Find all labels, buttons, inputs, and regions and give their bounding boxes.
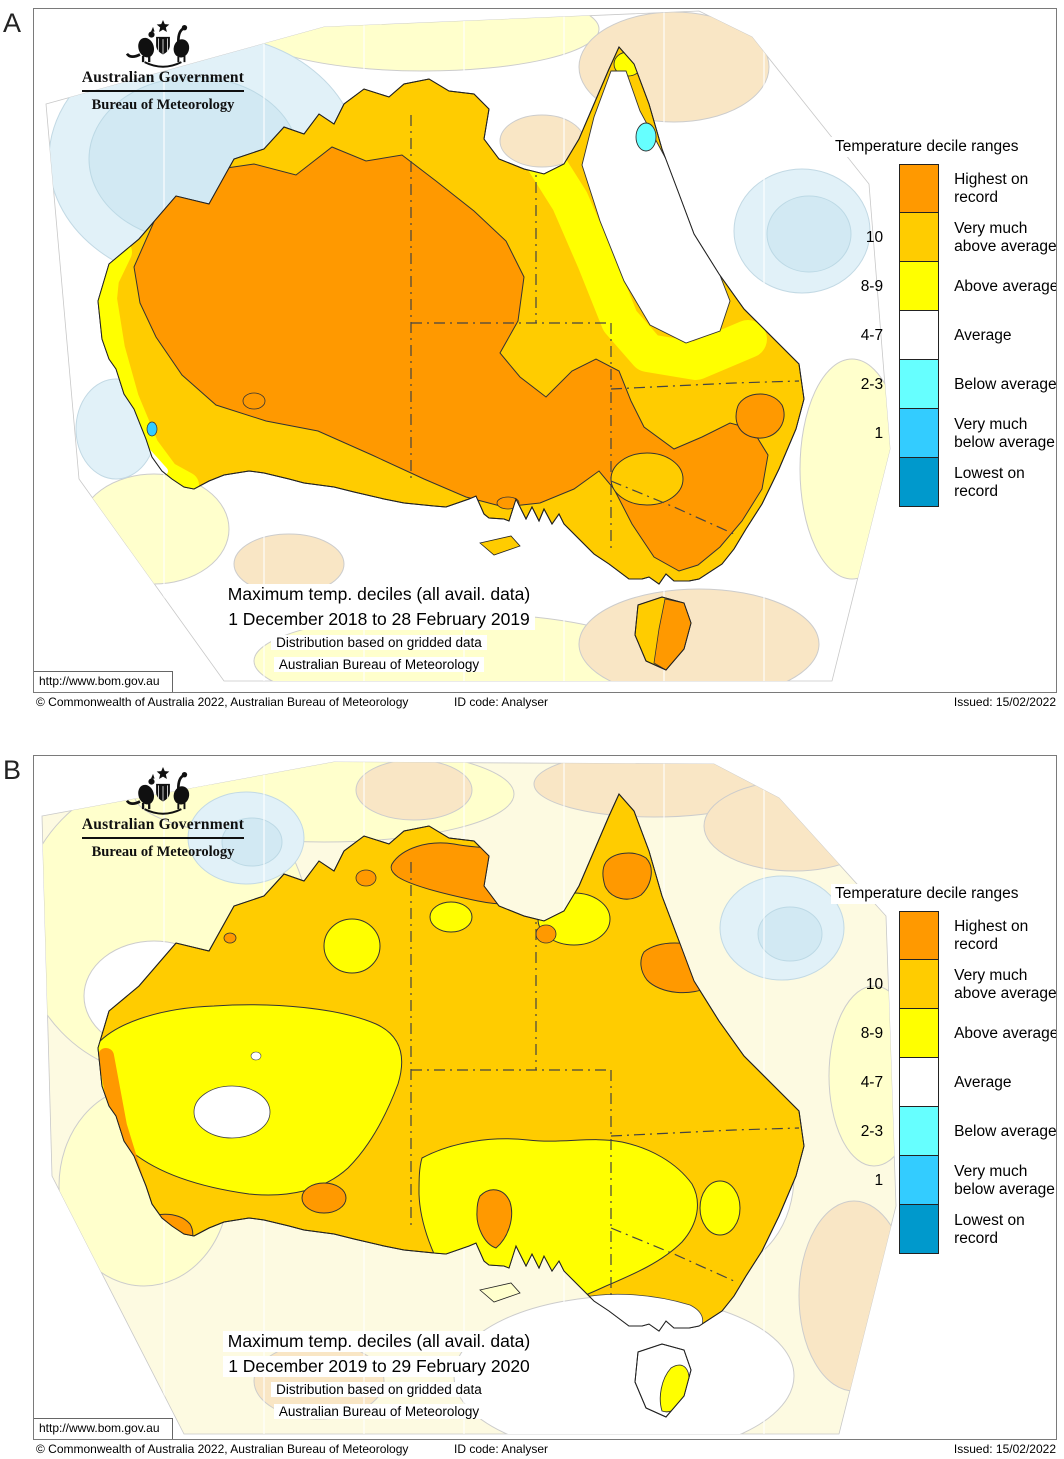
legend-label: Lowest on record — [954, 464, 1025, 500]
legend-swatch-very-much-above-average — [899, 213, 940, 262]
legend-row-very-much-above-average: 10 Very much above average — [829, 960, 1057, 1009]
legend-label: Highest on record — [954, 170, 1029, 206]
legend-row-average: 4-7 Average — [829, 1058, 1056, 1107]
legend-rows: Highest on record 10 Very much above avera… — [829, 164, 1057, 507]
legend-swatch-average — [899, 1058, 940, 1107]
legend-row-lowest-on-record: Lowest on record — [829, 458, 1056, 507]
id-code-text: ID code: Analyser — [454, 695, 549, 709]
bom-url[interactable]: http://www.bom.gov.au — [34, 671, 173, 692]
map-frame-a: Australian Government Bureau of Meteorol… — [33, 8, 1057, 693]
issued-date-text: Issued: 15/02/2022 — [953, 1442, 1056, 1456]
bom-logo: Australian Government Bureau of Meteorol… — [59, 764, 267, 861]
map-subtitle-1: Distribution based on gridded data — [177, 1381, 581, 1399]
legend-label: Lowest on record — [954, 1211, 1025, 1247]
panel-a: A — [0, 0, 1064, 712]
legend-swatch-lowest-on-record — [899, 458, 940, 507]
bom-url[interactable]: http://www.bom.gov.au — [34, 1418, 173, 1439]
legend-label: Highest on record — [954, 917, 1029, 953]
legend-label: Very much below average — [954, 1162, 1055, 1198]
legend-swatch-highest-on-record — [899, 164, 940, 213]
footer-a: © Commonwealth of Australia 2022, Austra… — [33, 695, 1056, 711]
legend-swatch-highest-on-record — [899, 911, 940, 960]
legend-row-below-average: 2-3 Below average — [829, 1107, 1057, 1156]
legend-swatch-very-much-below-average — [899, 1156, 940, 1205]
legend-row-above-average: 8-9 Above average — [829, 1009, 1057, 1058]
coat-of-arms-icon — [125, 767, 190, 815]
legend-decile-range: 2-3 — [860, 375, 884, 393]
issued-date-text: Issued: 15/02/2022 — [953, 695, 1056, 709]
legend-row-highest-on-record: Highest on record — [829, 164, 1056, 213]
legend-row-below-average: 2-3 Below average — [829, 360, 1057, 409]
copyright-text: © Commonwealth of Australia 2022, Austra… — [36, 1442, 409, 1456]
legend-decile-range: 4-7 — [860, 1073, 884, 1091]
copyright-text: © Commonwealth of Australia 2022, Austra… — [36, 695, 409, 709]
id-code-text: ID code: Analyser — [454, 1442, 549, 1456]
coat-of-arms-icon — [125, 20, 190, 68]
footer-b: © Commonwealth of Australia 2022, Austra… — [33, 1442, 1056, 1458]
bom-logo: Australian Government Bureau of Meteorol… — [59, 17, 267, 114]
logo-text-bureau: Bureau of Meteorology — [91, 844, 235, 860]
map-title: Maximum temp. deciles (all avail. data) — [177, 1331, 581, 1352]
legend-row-very-much-below-average: 1 Very much below average — [829, 1156, 1056, 1205]
map-period: 1 December 2018 to 28 February 2019 — [177, 609, 581, 630]
legend-decile-range: 8-9 — [860, 277, 884, 295]
legend-decile-range: 8-9 — [860, 1024, 884, 1042]
map-title-block: Maximum temp. deciles (all avail. data) … — [177, 584, 581, 678]
australia-decile-map-a — [45, 10, 891, 682]
legend-label: Very much above average — [954, 219, 1057, 255]
logo-text-government: Australian Government — [81, 69, 245, 92]
legend-row-lowest-on-record: Lowest on record — [829, 1205, 1056, 1254]
legend-row-very-much-below-average: 1 Very much below average — [829, 409, 1056, 458]
legend-label: Very much above average — [954, 966, 1057, 1002]
legend: Temperature decile ranges Highest on rec… — [829, 884, 1057, 1254]
legend-swatch-very-much-below-average — [899, 409, 940, 458]
map-period: 1 December 2019 to 29 February 2020 — [177, 1356, 581, 1377]
legend-row-average: 4-7 Average — [829, 311, 1056, 360]
legend-decile-range: 10 — [865, 975, 884, 993]
map-subtitle-1: Distribution based on gridded data — [177, 634, 581, 652]
australia-decile-map-b — [41, 761, 897, 1435]
legend-decile-range: 2-3 — [860, 1122, 884, 1140]
panel-a-label: A — [3, 8, 22, 38]
logo-text-government: Australian Government — [81, 816, 245, 839]
map-title-block: Maximum temp. deciles (all avail. data) … — [177, 1331, 581, 1425]
legend-label: Average — [954, 326, 1012, 344]
logo-text-bureau: Bureau of Meteorology — [91, 97, 235, 113]
map-subtitle-2: Australian Bureau of Meteorology — [177, 1403, 581, 1421]
legend-swatch-below-average — [899, 1107, 940, 1156]
legend-label: Above average — [954, 277, 1057, 295]
legend-label: Below average — [954, 375, 1057, 393]
legend-row-highest-on-record: Highest on record — [829, 911, 1056, 960]
panel-b: B — [0, 747, 1064, 1459]
legend: Temperature decile ranges Highest on rec… — [829, 137, 1057, 507]
legend-label: Above average — [954, 1024, 1057, 1042]
map-title: Maximum temp. deciles (all avail. data) — [177, 584, 581, 605]
legend-label: Average — [954, 1073, 1012, 1091]
legend-title: Temperature decile ranges — [831, 884, 1023, 904]
legend-swatch-below-average — [899, 360, 940, 409]
legend-swatch-above-average — [899, 262, 940, 311]
legend-decile-range: 10 — [865, 228, 884, 246]
legend-swatch-average — [899, 311, 940, 360]
map-subtitle-2: Australian Bureau of Meteorology — [177, 656, 581, 674]
legend-rows: Highest on record 10 Very much above avera… — [829, 911, 1057, 1254]
panel-b-label: B — [3, 755, 22, 785]
legend-decile-range: 1 — [874, 1171, 884, 1189]
legend-row-very-much-above-average: 10 Very much above average — [829, 213, 1057, 262]
legend-decile-range: 1 — [874, 424, 884, 442]
legend-label: Very much below average — [954, 415, 1055, 451]
legend-swatch-above-average — [899, 1009, 940, 1058]
legend-decile-range: 4-7 — [860, 326, 884, 344]
legend-swatch-lowest-on-record — [899, 1205, 940, 1254]
legend-title: Temperature decile ranges — [831, 137, 1023, 157]
legend-label: Below average — [954, 1122, 1057, 1140]
legend-swatch-very-much-above-average — [899, 960, 940, 1009]
legend-row-above-average: 8-9 Above average — [829, 262, 1057, 311]
map-frame-b: Australian Government Bureau of Meteorol… — [33, 755, 1057, 1440]
